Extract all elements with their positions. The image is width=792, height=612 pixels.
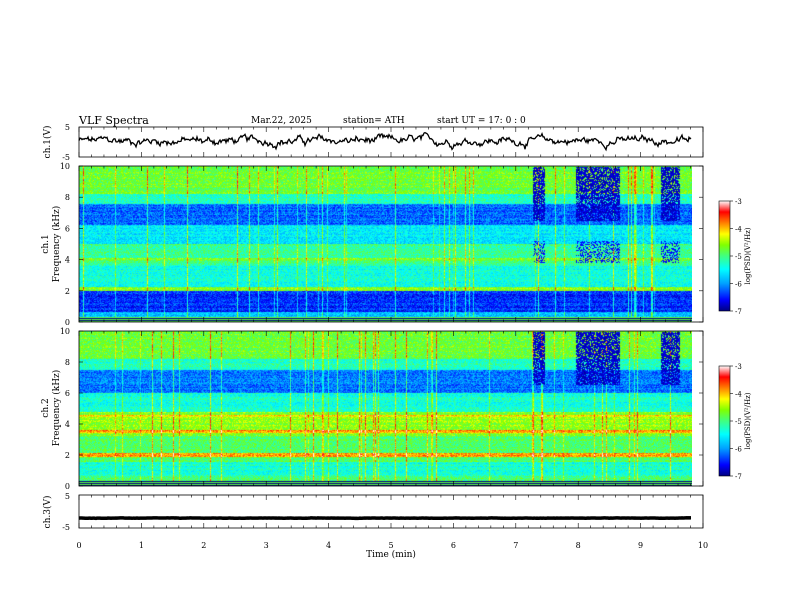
y-tick-label: 0 (65, 482, 70, 491)
y-tick-label: 4 (65, 256, 70, 265)
ch1-voltage-panel: 5 -5 ch.1(V) (42, 123, 704, 162)
ch2-colorbar: -3 -4 -5 -6 -7 log(PSD)(V²/Hz) (718, 363, 752, 481)
y-tick-label: 8 (65, 358, 70, 367)
ch2-spectrogram-xticks (78, 331, 704, 486)
ch2-channel-label: ch.2 (41, 398, 51, 417)
y-tick-label: 8 (65, 193, 70, 202)
y-tick-label: 6 (65, 389, 70, 398)
ch1-channel-label: ch.1 (41, 234, 51, 253)
ch1-ytick-top: 5 (65, 123, 70, 132)
x-tick-label: 1 (139, 541, 144, 550)
y-tick-label: 10 (60, 162, 70, 171)
x-tick-label: 2 (201, 541, 206, 550)
ch3-ytick-bottom: -5 (62, 523, 70, 532)
y-tick-label: 2 (65, 287, 70, 296)
ch1-spectrogram-yticks: 0 2 4 6 8 10 (60, 162, 703, 327)
x-tick-label: 0 (76, 541, 81, 550)
station-label: station= ATH (343, 116, 405, 126)
date-label: Mar.22, 2025 (251, 116, 312, 126)
x-tick-label: 6 (451, 541, 456, 550)
x-tick-label: 7 (513, 541, 518, 550)
x-tick-label: 10 (698, 541, 708, 550)
y-tick-label: 10 (60, 327, 70, 336)
ch2-frequency-ylabel: Frequency (kHz) (51, 370, 62, 447)
x-tick-label: 9 (638, 541, 643, 550)
colorbar-tick-label: -4 (735, 391, 742, 399)
ch1-voltage-xticks (78, 127, 704, 157)
ch3-voltage-panel: 5 -5 ch.3(V) 0 1 2 3 4 5 6 7 8 9 10 (42, 492, 708, 550)
ch3-voltage-trace (78, 516, 692, 521)
y-tick-label: 4 (65, 420, 70, 429)
time-axis-label: Time (min) (366, 549, 416, 560)
ch1-colorbar: -3 -4 -5 -6 -7 log(PSD)(V²/Hz) (718, 198, 752, 316)
ch2-spectrogram-panel: 0 2 4 6 8 10 ch.2 Frequency (kHz) (41, 327, 704, 491)
ch2-spectrogram-yticks: 0 2 4 6 8 10 (60, 327, 703, 491)
colorbar-tick-label: -3 (735, 363, 742, 371)
y-tick-label: 0 (65, 318, 70, 327)
ch2-colorbar-gradient (719, 366, 730, 476)
ch3-ytick-top: 5 (65, 492, 70, 501)
y-tick-label: 6 (65, 224, 70, 233)
colorbar-tick-label: -4 (735, 226, 742, 234)
y-tick-label: 2 (65, 451, 70, 460)
time-axis-tick-labels: 0 1 2 3 4 5 6 7 8 9 10 (76, 541, 708, 550)
ch1-voltage-trace (78, 131, 692, 152)
ch1-colorbar-ticks: -3 -4 -5 -6 -7 (730, 198, 742, 316)
colorbar-tick-label: -5 (735, 418, 742, 426)
colorbar-tick-label: -3 (735, 198, 742, 206)
ch3-voltage-xticks (78, 495, 704, 528)
ch1-spectrogram-panel: 0 2 4 6 8 10 ch.1 Frequency (kHz) (41, 162, 704, 327)
ch2-spectrogram-image (79, 331, 692, 486)
ch2-colorbar-label: log(PSD)(V²/Hz) (744, 392, 752, 449)
ch3-voltage-ylabel: ch.3(V) (42, 496, 53, 529)
ch2-colorbar-ticks: -3 -4 -5 -6 -7 (730, 363, 742, 481)
colorbar-tick-label: -5 (735, 253, 742, 261)
figure-title: VLF Spectra (78, 114, 149, 127)
ch1-voltage-ylabel: ch.1(V) (42, 126, 53, 159)
ch1-colorbar-gradient (719, 201, 730, 311)
ch1-colorbar-label: log(PSD)(V²/Hz) (744, 227, 752, 284)
colorbar-tick-label: -7 (735, 473, 742, 481)
colorbar-tick-label: -6 (735, 446, 742, 454)
ch1-spectrogram-xticks (78, 166, 704, 322)
ch1-ytick-bottom: -5 (62, 153, 70, 162)
x-tick-label: 5 (388, 541, 393, 550)
start-time-label: start UT = 17: 0 : 0 (437, 116, 526, 126)
x-tick-label: 8 (576, 541, 581, 550)
ch1-frequency-ylabel: Frequency (kHz) (51, 206, 62, 283)
x-tick-label: 4 (326, 541, 331, 550)
colorbar-tick-label: -7 (735, 308, 742, 316)
colorbar-tick-label: -6 (735, 281, 742, 289)
x-tick-label: 3 (264, 541, 269, 550)
ch1-spectrogram-image (79, 166, 692, 322)
